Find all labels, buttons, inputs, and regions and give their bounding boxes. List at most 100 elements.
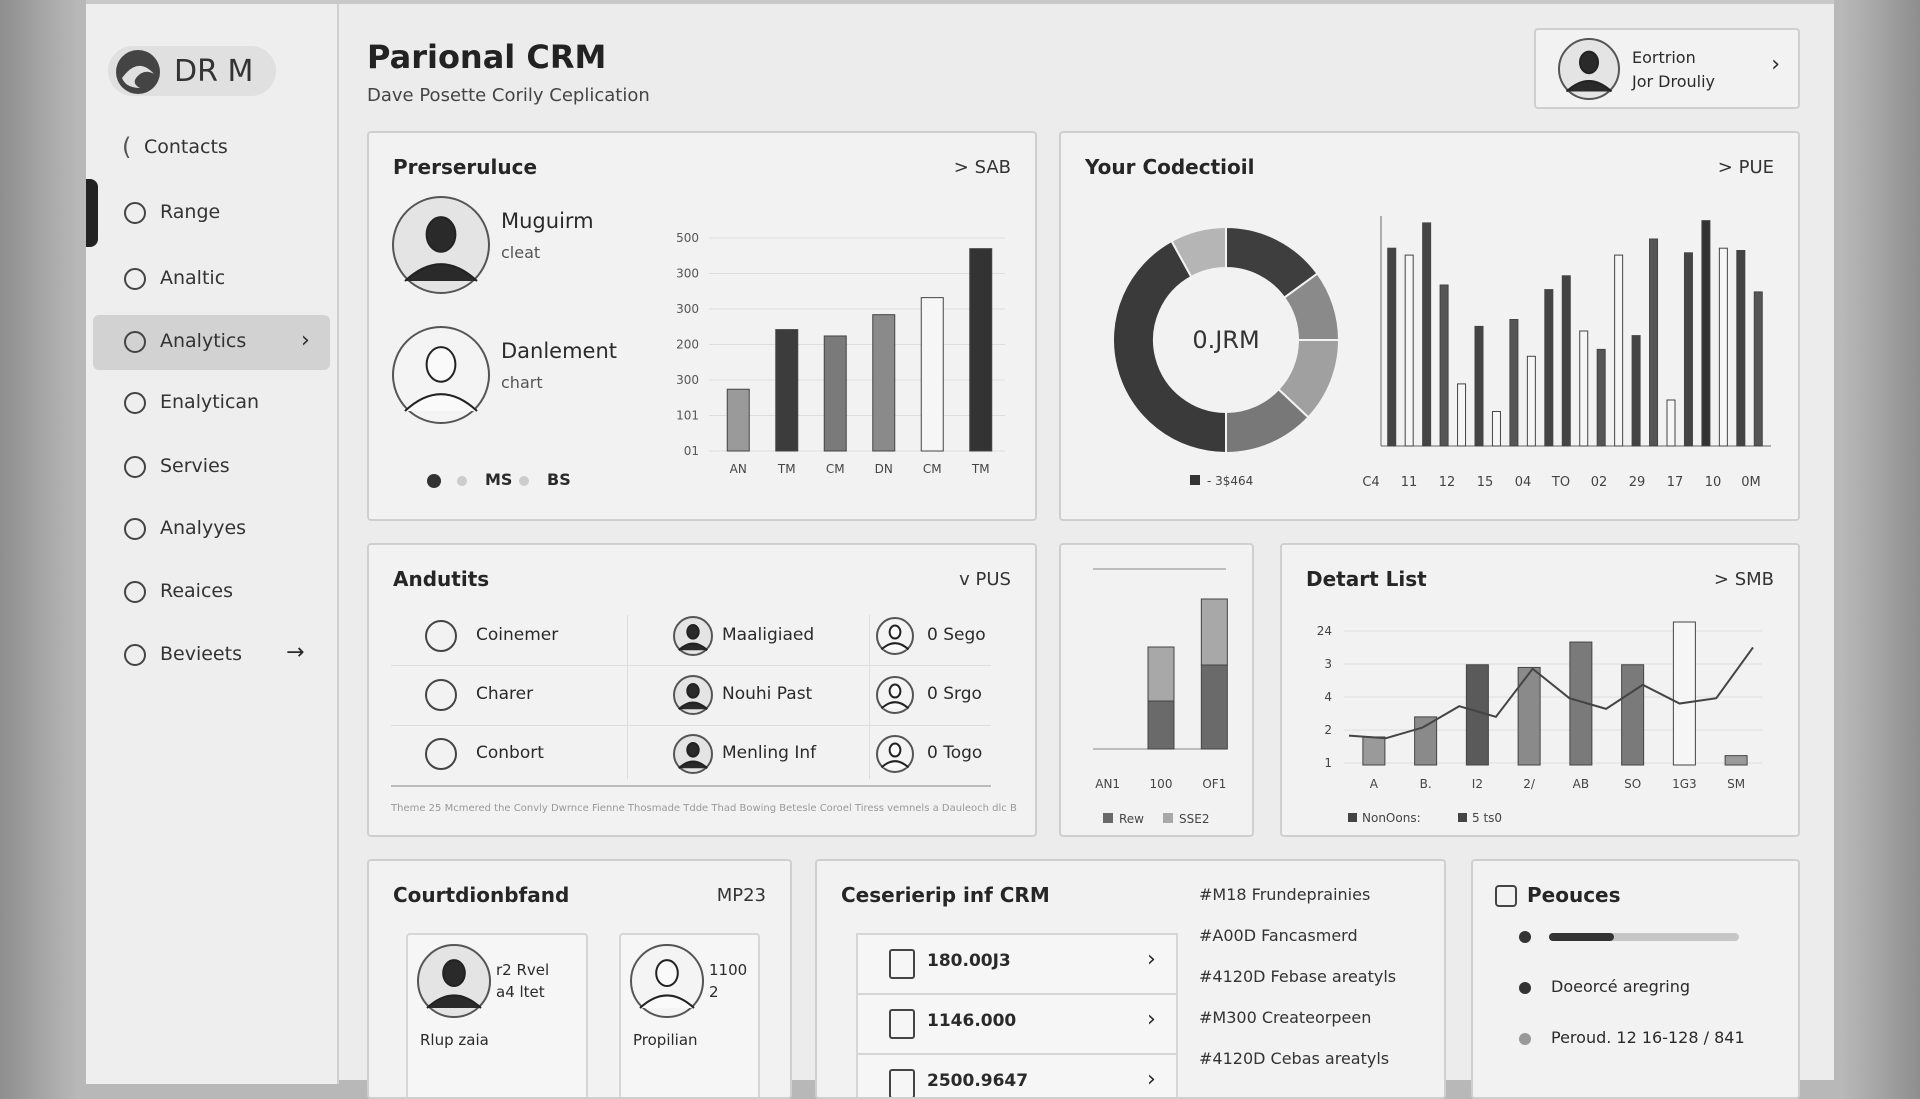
- x-tick-label: 11: [1401, 475, 1418, 490]
- bar: [1672, 621, 1696, 766]
- resource-item: Doeorcé aregring: [1551, 977, 1691, 996]
- nav-item[interactable]: Analyyes: [160, 517, 247, 539]
- y-tick-label: 2: [1324, 723, 1332, 737]
- audits-footer: Theme 25 Mcmered the Convly Dwrnce Fienn…: [391, 803, 1017, 814]
- tab[interactable]: BS: [547, 470, 571, 489]
- page-subtitle: Dave Posette Corily Ceplication: [367, 85, 650, 106]
- bar: [1631, 335, 1641, 447]
- person-stat: a4 ltet: [496, 983, 545, 1001]
- audit-cell[interactable]: Charer: [476, 684, 534, 704]
- chart: 0.JRM - 3$464 C4 11 12 15 04 TO 02 29 17 10 0M: [1112, 216, 1771, 490]
- avatar-body: [880, 642, 910, 651]
- bar-segment: [1147, 646, 1175, 702]
- avatar-body: [678, 642, 708, 651]
- logo-icon: [116, 50, 160, 94]
- card-action[interactable]: > SMB: [1713, 569, 1774, 590]
- x-tick-label: 02: [1591, 475, 1608, 490]
- bar: [872, 314, 896, 452]
- bar: [823, 335, 847, 452]
- legend-swatch: [1348, 813, 1357, 822]
- nav-item[interactable]: Analytics: [160, 330, 247, 352]
- y-tick-label: 3: [1324, 657, 1332, 671]
- y-tick-label: 1: [1324, 756, 1332, 770]
- person-role: cleat: [501, 243, 541, 262]
- audit-cell[interactable]: Coinemer: [476, 625, 559, 645]
- audit-cell[interactable]: Maaligiaed: [722, 625, 815, 645]
- x-tick-label: 17: [1667, 475, 1684, 490]
- chevron: ›: [301, 328, 310, 353]
- x-tick-label: I2: [1472, 777, 1483, 791]
- note: #4120D Febase areatyls: [1199, 967, 1397, 986]
- divider: [391, 665, 991, 666]
- note: #M18 Frundeprainies: [1199, 885, 1371, 904]
- legend-swatch: [1163, 813, 1173, 823]
- progress-track: [1549, 933, 1739, 941]
- avatar-body: [404, 393, 478, 412]
- person-role: chart: [501, 373, 543, 392]
- nav-item[interactable]: Analtic: [160, 267, 226, 289]
- side-tab: [86, 179, 98, 247]
- y-tick-label: 500: [676, 231, 699, 245]
- card-action[interactable]: v PUS: [959, 569, 1011, 590]
- list-row[interactable]: [856, 993, 1178, 1055]
- row-icon: [889, 1069, 915, 1097]
- bar: [1649, 238, 1659, 447]
- row-icon: [425, 679, 457, 711]
- nav-item[interactable]: Bevieets: [160, 643, 242, 665]
- y-tick-label: 4: [1324, 690, 1332, 704]
- nav-icon: [124, 331, 146, 353]
- legend-swatch: [1190, 475, 1200, 485]
- bar: [1596, 348, 1606, 447]
- audit-cell[interactable]: Conbort: [476, 743, 544, 763]
- bar: [1404, 254, 1414, 447]
- detail-card: Detart List > SMB 24 3 4 2 1 A B. I2 2/AB SO 1G3 SM…: [1280, 543, 1800, 837]
- bar: [1666, 399, 1676, 447]
- audit-cell[interactable]: 0 Togo: [927, 743, 983, 763]
- card-action[interactable]: > SAB: [953, 157, 1011, 178]
- x-tick-label: DN: [875, 462, 893, 476]
- description-card: Ceserierip inf CRM 180.00J3 › 1146.000 › 250…: [815, 859, 1446, 1099]
- legend-text: - 3$464: [1207, 474, 1253, 488]
- bar: [1387, 247, 1397, 447]
- bar-segment: [1200, 598, 1228, 666]
- card-action[interactable]: > PUE: [1717, 157, 1774, 178]
- x-tick-label: CM: [923, 462, 942, 476]
- nav-item[interactable]: Enalytican: [160, 391, 260, 413]
- bar: [726, 388, 750, 452]
- profile-card[interactable]: Eortrion Jor Drouliy ›: [1534, 28, 1800, 109]
- nav-icon: [124, 581, 146, 603]
- nav-item[interactable]: Range: [160, 201, 221, 223]
- bar: [1561, 275, 1571, 447]
- audit-cell[interactable]: Menling Inf: [722, 743, 817, 763]
- chart: 24 3 4 2 1 A B. I2 2/AB SO 1G3 SM NonOons: 5 ts0: [1317, 621, 1762, 825]
- person-name: Danlement: [501, 339, 618, 363]
- bar: [775, 329, 799, 452]
- audit-cell[interactable]: Nouhi Past: [722, 684, 813, 704]
- nav-item[interactable]: Contacts: [144, 136, 228, 158]
- x-tick-label: 0M: [1741, 475, 1761, 490]
- audit-cell[interactable]: 0 Srgo: [927, 684, 982, 704]
- row-value: 2500.9647: [927, 1071, 1029, 1091]
- x-tick-label: 29: [1629, 475, 1646, 490]
- tab[interactable]: MS: [485, 470, 513, 489]
- nav-icon: [124, 456, 146, 478]
- nav-item[interactable]: Reaices: [160, 580, 233, 602]
- x-tick-label: SO: [1624, 777, 1641, 791]
- bar: [1422, 222, 1432, 447]
- y-tick-label: 300: [676, 302, 699, 316]
- checkbox[interactable]: [1495, 885, 1517, 907]
- card-title: Detart List: [1306, 567, 1427, 591]
- bar: [1718, 247, 1728, 447]
- card-action[interactable]: MP23: [716, 885, 766, 906]
- dot: [1519, 1033, 1531, 1045]
- contributions-card: Courtdionbfand MP23 r2 Rvel a4 ltet Rlup z…: [367, 859, 792, 1099]
- nav-icon: (: [122, 133, 132, 161]
- audit-cell[interactable]: 0 Sego: [927, 625, 986, 645]
- avatar-head: [425, 216, 457, 253]
- x-tick-label: 1G3: [1672, 777, 1697, 791]
- bar: [1544, 289, 1554, 447]
- dot: [1519, 931, 1531, 943]
- nav-icon: [124, 644, 146, 666]
- chevron: ›: [1147, 1007, 1156, 1032]
- nav-item[interactable]: Servies: [160, 455, 230, 477]
